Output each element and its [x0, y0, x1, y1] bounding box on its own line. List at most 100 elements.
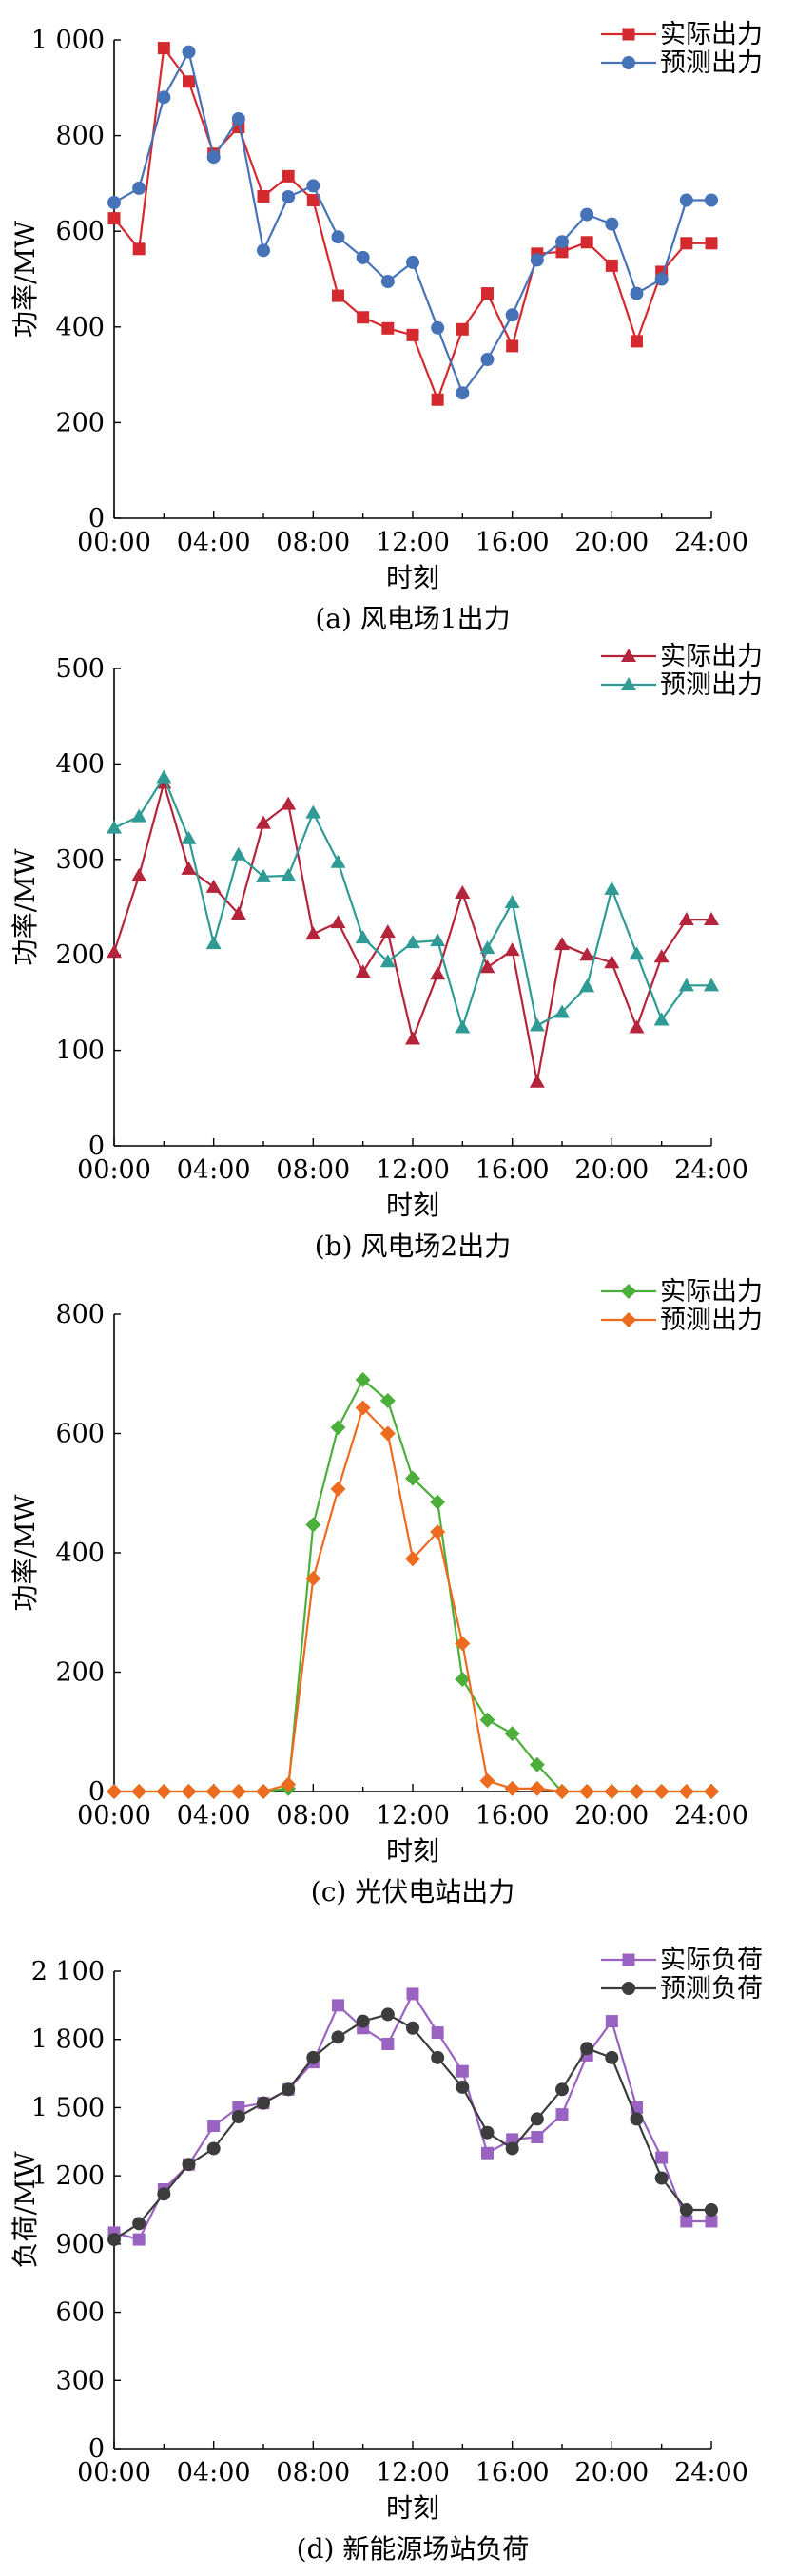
- data-point: [107, 1784, 122, 1799]
- data-point: [431, 2050, 445, 2064]
- data-point: [256, 815, 271, 829]
- x-tick-label: 24:00: [674, 1155, 748, 1185]
- data-point: [181, 1784, 197, 1799]
- data-point: [555, 2108, 569, 2121]
- data-point: [131, 867, 147, 881]
- data-point: [305, 1570, 321, 1586]
- data-point: [529, 1756, 545, 1772]
- x-tick-label: 08:00: [276, 2458, 350, 2488]
- data-point: [282, 169, 295, 183]
- chart-caption: (c) 光伏电站出力: [311, 1876, 514, 1908]
- data-point: [231, 2109, 245, 2123]
- data-point: [206, 2141, 221, 2156]
- legend-marker: [621, 1312, 636, 1327]
- data-point: [132, 242, 146, 256]
- data-point: [456, 386, 470, 400]
- y-tick-label: 100: [55, 1036, 105, 1066]
- data-point: [653, 1784, 670, 1799]
- data-point: [306, 2050, 320, 2064]
- data-point: [504, 942, 520, 957]
- data-point: [230, 846, 246, 861]
- y-tick-label: 400: [55, 313, 105, 342]
- y-tick-label: 1 800: [31, 2025, 105, 2055]
- data-point: [182, 45, 196, 59]
- data-point: [380, 2007, 395, 2022]
- data-point: [379, 1392, 396, 1408]
- legend-label: 预测负荷: [660, 1974, 763, 2004]
- y-tick-label: 200: [55, 408, 105, 437]
- data-point: [504, 1726, 520, 1742]
- y-tick-label: 400: [55, 1539, 105, 1568]
- y-tick-label: 0: [88, 504, 105, 533]
- x-tick-label: 20:00: [574, 1801, 649, 1830]
- data-point: [580, 2042, 594, 2056]
- data-point: [630, 2112, 644, 2126]
- chart-caption: (d) 新能源场站负荷: [297, 2533, 530, 2565]
- data-point: [205, 1784, 222, 1799]
- x-tick-label: 00:00: [77, 1155, 151, 1185]
- data-point: [107, 212, 121, 225]
- x-tick-label: 12:00: [376, 1801, 450, 1830]
- series-line: [113, 47, 711, 401]
- legend-label: 实际出力: [660, 1277, 763, 1307]
- data-point: [630, 286, 644, 300]
- chart-panel-1: 0 200 400 600 800 1 000 00:00 04:00 08:00 12:00 16…: [10, 20, 763, 634]
- data-point: [455, 1019, 471, 1034]
- legend-label: 预测出力: [660, 670, 763, 700]
- data-point: [132, 2233, 146, 2246]
- y-tick-label: 0: [88, 1132, 105, 1161]
- data-point: [579, 978, 595, 993]
- y-tick-label: 0: [88, 2434, 105, 2464]
- data-point: [257, 2096, 270, 2110]
- data-point: [605, 2015, 618, 2028]
- y-tick-label: 300: [55, 845, 105, 875]
- data-point: [282, 189, 296, 203]
- data-point: [380, 275, 395, 289]
- data-point: [456, 2080, 470, 2094]
- data-point: [357, 311, 370, 324]
- data-point: [306, 179, 320, 193]
- data-point: [579, 1784, 595, 1799]
- data-point: [705, 2203, 718, 2217]
- data-point: [379, 924, 396, 939]
- data-point: [555, 245, 569, 259]
- data-point: [107, 944, 122, 959]
- series-line: [114, 1406, 711, 1793]
- y-tick-label: 800: [55, 122, 105, 151]
- legend-label: 实际出力: [660, 642, 763, 671]
- data-point: [431, 320, 445, 335]
- data-point: [506, 2133, 519, 2146]
- data-point: [281, 1776, 297, 1792]
- data-point: [332, 289, 344, 302]
- data-point: [680, 237, 693, 250]
- x-tick-label: 20:00: [574, 1155, 649, 1185]
- data-point: [530, 253, 544, 267]
- data-point: [529, 1017, 545, 1032]
- x-tick-label: 08:00: [276, 1801, 350, 1830]
- data-point: [182, 2158, 196, 2172]
- data-point: [405, 1551, 420, 1567]
- x-tick-label: 16:00: [476, 1155, 550, 1185]
- y-tick-label: 500: [55, 654, 105, 684]
- data-point: [653, 949, 670, 963]
- data-point: [330, 1481, 346, 1497]
- x-tick-label: 04:00: [177, 1155, 251, 1185]
- data-point: [631, 335, 643, 348]
- legend-marker: [621, 649, 636, 662]
- data-point: [381, 321, 395, 335]
- data-point: [430, 966, 446, 980]
- data-point: [529, 1780, 545, 1796]
- data-point: [629, 1784, 645, 1799]
- series-2: [107, 45, 718, 400]
- data-point: [381, 2037, 395, 2050]
- y-tick-label: 600: [55, 1420, 105, 1449]
- legend-marker: [621, 1284, 636, 1299]
- x-tick-label: 16:00: [476, 528, 550, 557]
- data-point: [107, 2233, 121, 2247]
- data-point: [529, 1074, 545, 1088]
- data-point: [705, 2215, 718, 2228]
- data-point: [157, 90, 171, 105]
- data-point: [331, 230, 345, 244]
- data-point: [305, 926, 321, 940]
